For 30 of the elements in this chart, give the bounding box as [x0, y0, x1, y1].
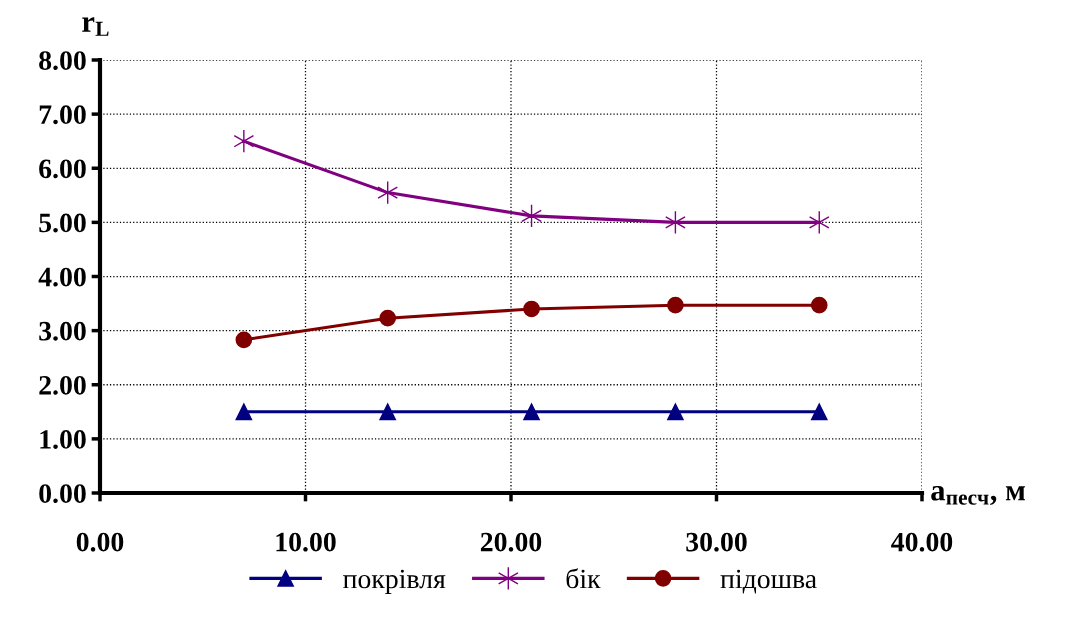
- point: [810, 296, 828, 314]
- x-tick-label: 40.00: [891, 532, 953, 552]
- y-tick-label: 0.00: [39, 484, 86, 504]
- y-tick-label: 6.00: [39, 159, 86, 179]
- point: [379, 309, 397, 327]
- y-tick-label: 1.00: [40, 430, 86, 449]
- legend-label: покрівля: [343, 569, 446, 594]
- x-axis-title: a$_{песч}$, м: [931, 485, 1025, 506]
- point: [523, 300, 540, 318]
- point: [667, 403, 684, 421]
- x-tick-label: 0.00: [76, 532, 124, 552]
- y-tick-label: 2.00: [39, 375, 86, 395]
- y-tick-label: 7.00: [39, 105, 86, 125]
- point: [379, 403, 397, 421]
- legend-label: бік: [566, 568, 601, 589]
- point: [667, 296, 684, 314]
- y-axis-title: r$_{L}$: [82, 17, 109, 36]
- y-tick-label: 4.00: [38, 267, 86, 287]
- point: [233, 129, 255, 153]
- point: [523, 403, 540, 421]
- point: [810, 403, 828, 421]
- point: [235, 403, 253, 421]
- y-tick-label: 5.00: [39, 213, 86, 233]
- x-tick-label: 30.00: [686, 532, 747, 552]
- y-tick-label: 8.00: [39, 51, 86, 71]
- x-tick-label: 20.00: [480, 532, 542, 552]
- legend-label: підошва: [720, 569, 817, 594]
- x-tick-label: 10.00: [276, 532, 336, 552]
- point: [235, 331, 253, 349]
- y-tick-label: 3.00: [39, 321, 86, 341]
